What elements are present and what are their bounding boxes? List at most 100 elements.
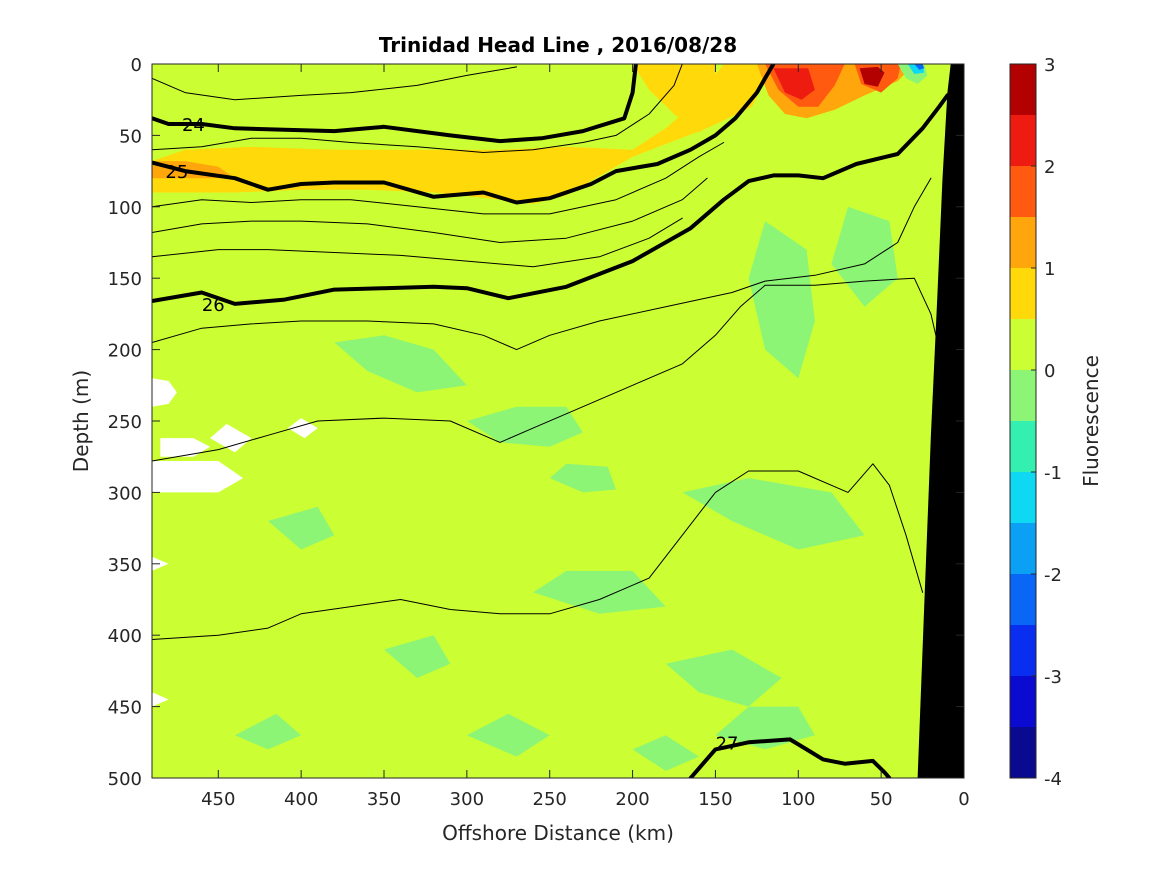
y-tick-label-50: 50	[119, 126, 142, 147]
y-tick-label-250: 250	[108, 412, 142, 433]
thin-contour-8	[152, 217, 683, 268]
colorbar-swatch-3	[1010, 217, 1036, 268]
colorbar-tick-label--4: -4	[1044, 769, 1062, 790]
colorbar-swatch-7	[1010, 421, 1036, 472]
x-tick-label-200: 200	[615, 789, 649, 810]
isopycnal-26	[152, 93, 950, 306]
chart-title: Trinidad Head Line , 2016/08/28	[379, 33, 737, 57]
seafloor	[917, 64, 964, 778]
y-tick-label-0: 0	[131, 55, 142, 76]
x-tick-label-150: 150	[698, 789, 732, 810]
fluorescence-region-14	[334, 335, 467, 393]
y-tick-label-200: 200	[108, 341, 142, 362]
colorbar-swatch-5	[1010, 319, 1036, 370]
isopycnal-24	[152, 64, 638, 144]
x-tick-label-400: 400	[284, 789, 318, 810]
missing-data-region-0	[152, 378, 177, 407]
contour-label-26: 26	[202, 295, 225, 316]
thin-contour-7	[152, 177, 708, 243]
contour-label-layer: 24 25 26 27	[165, 115, 739, 754]
fluorescence-region-20	[268, 506, 335, 550]
x-axis: 450 400 350 300 250 200 150 100 50 0	[201, 64, 970, 810]
x-tick-label-50: 50	[870, 789, 893, 810]
fluorescence-region-15	[549, 463, 616, 493]
fluorescence-region-17	[533, 570, 666, 614]
colorbar-swatch-9	[1010, 523, 1036, 574]
y-axis-label: Depth (m)	[69, 370, 93, 472]
thin-contour-9	[152, 177, 932, 351]
missing-data-region-1	[152, 461, 244, 493]
thin-contour-10	[152, 277, 940, 462]
missing-data-region-4	[210, 423, 252, 453]
colorbar-swatch-10	[1010, 574, 1036, 625]
contour-label-27: 27	[716, 733, 739, 754]
fluorescence-region-0	[152, 64, 774, 204]
fluorescence-region-16	[682, 478, 865, 550]
colorbar: 3 2 1 0 -1 -2 -3 -4	[1009, 55, 1062, 790]
x-tick-label-0: 0	[958, 789, 969, 810]
colorbar-swatch-11	[1010, 625, 1036, 676]
colorbar-tick-label-0: 0	[1044, 361, 1055, 382]
fluorescence-region-24	[632, 735, 699, 771]
colorbar-tick-label-3: 3	[1044, 55, 1055, 76]
colorbar-tick-label--1: -1	[1044, 463, 1062, 484]
y-tick-label-500: 500	[108, 769, 142, 790]
isopycnal-27	[688, 737, 892, 778]
colorbar-tick-label-2: 2	[1044, 157, 1055, 178]
colorbar-swatch-6	[1010, 370, 1036, 421]
x-tick-label-250: 250	[533, 789, 567, 810]
missing-data-region-5	[152, 556, 169, 571]
colorbar-swatch-2	[1010, 166, 1036, 217]
colorbar-tick-label--3: -3	[1044, 667, 1062, 688]
fluorescence-region-6	[773, 68, 815, 100]
colorbar-tick-label--2: -2	[1044, 565, 1062, 586]
thin-contour-6	[152, 142, 725, 215]
colorbar-swatch-4	[1010, 268, 1036, 319]
missing-data-region-2	[160, 438, 210, 457]
fluorescence-region-7	[859, 66, 885, 87]
y-tick-label-300: 300	[108, 483, 142, 504]
plot-area: 24 25 26 27	[152, 64, 964, 778]
colorbar-swatch-0	[1010, 64, 1036, 115]
y-tick-label-350: 350	[108, 555, 142, 576]
colorbar-tick-label-1: 1	[1044, 259, 1055, 280]
seafloor-layer	[917, 64, 964, 778]
fluorescence-region-11	[748, 221, 815, 379]
fluorescence-region-21	[384, 635, 451, 678]
thin-contour-11	[152, 463, 924, 640]
x-tick-label-350: 350	[367, 789, 401, 810]
y-tick-label-400: 400	[108, 626, 142, 647]
fluorescence-region-13	[466, 406, 583, 447]
missing-data-region-6	[152, 692, 169, 707]
contour-label-25: 25	[165, 162, 188, 183]
missing-data-region-3	[287, 418, 318, 439]
fluorescence-region-23	[466, 713, 550, 757]
y-tick-label-100: 100	[108, 198, 142, 219]
x-tick-label-300: 300	[450, 789, 484, 810]
thin-contour-5	[152, 64, 683, 153]
fluorescence-region-10	[914, 64, 925, 70]
fluorescence-region-12	[831, 206, 898, 307]
fluorescence-fill-layer	[152, 64, 928, 771]
fluorescence-region-22	[234, 713, 302, 750]
y-axis: 0 50 100 150 200 250 300 350 400 450 500	[108, 55, 964, 790]
colorbar-swatch-12	[1010, 676, 1036, 727]
thin-contour-4	[152, 66, 518, 101]
colorbar-frame	[1009, 63, 1037, 779]
x-axis-label: Offshore Distance (km)	[442, 821, 674, 845]
isopycnal-25	[152, 64, 776, 205]
colorbar-swatch-1	[1010, 115, 1036, 166]
contour-label-24: 24	[182, 115, 205, 136]
fluorescence-region-18	[665, 649, 782, 707]
x-tick-label-450: 450	[201, 789, 235, 810]
y-tick-label-450: 450	[108, 698, 142, 719]
density-contour-layer	[152, 64, 950, 778]
missing-data-layer	[152, 378, 318, 707]
x-tick-label-100: 100	[781, 789, 815, 810]
colorbar-swatch-13	[1010, 727, 1036, 778]
colorbar-swatch-8	[1010, 472, 1036, 523]
y-tick-label-150: 150	[108, 269, 142, 290]
colorbar-label: Fluorescence	[1079, 355, 1103, 487]
fluorescence-region-1	[632, 64, 716, 133]
